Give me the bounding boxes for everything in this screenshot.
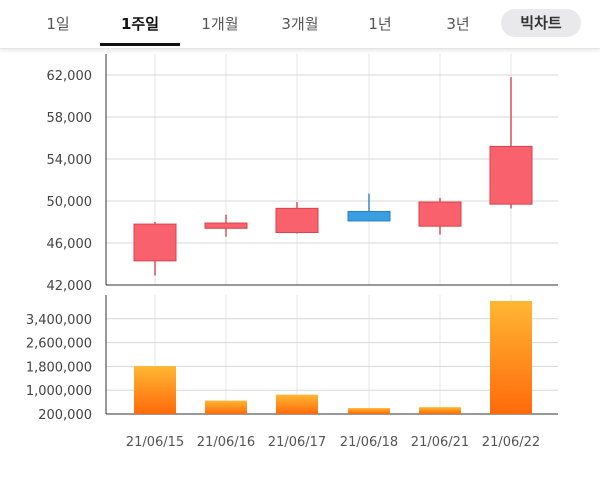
tab-1week-label: 1주일 — [120, 15, 160, 33]
x-tick-label: 21/06/15 — [126, 435, 184, 450]
volume-bar — [205, 400, 247, 414]
price-y-tick-label: 58,000 — [47, 111, 93, 126]
active-tab-underline — [100, 43, 180, 46]
volume-y-tick-label: 2,600,000 — [26, 337, 92, 352]
price-y-tick-label: 46,000 — [47, 237, 93, 252]
x-tick-label: 21/06/18 — [340, 435, 398, 450]
candle-body — [133, 223, 177, 262]
candle-body — [347, 211, 391, 222]
volume-bar — [348, 408, 390, 414]
x-axis-labels: 21/06/15 21/06/16 21/06/17 21/06/18 21/06/21… — [126, 435, 540, 450]
x-tick-label: 21/06/22 — [482, 435, 540, 450]
price-y-tick-label: 50,000 — [47, 195, 93, 210]
tab-3month[interactable]: 3개월 — [281, 15, 319, 33]
candle-body — [418, 201, 462, 227]
tab-1day[interactable]: 1일 — [46, 15, 70, 33]
price-y-tick-label: 62,000 — [47, 69, 93, 84]
x-tick-label: 21/06/16 — [197, 435, 255, 450]
price-panel: 62,000 58,000 54,000 50,000 46,000 42,000 — [47, 54, 558, 294]
volume-y-tick-label: 200,000 — [38, 408, 92, 423]
volume-bar — [276, 394, 318, 414]
tab-1week[interactable]: 1주일 — [100, 0, 180, 46]
period-tab-bar: 1일 1주일 1개월 3개월 1년 3년 빅차트 — [0, 0, 600, 49]
price-y-tick-label: 54,000 — [47, 153, 93, 168]
volume-y-tick-label: 1,800,000 — [26, 360, 92, 375]
volume-y-tick-label: 3,400,000 — [26, 313, 92, 328]
candle-body — [275, 207, 319, 234]
x-tick-label: 21/06/17 — [268, 435, 326, 450]
big-chart-button[interactable]: 빅차트 — [501, 9, 581, 37]
tab-1year[interactable]: 1년 — [368, 15, 392, 33]
volume-bar — [419, 407, 461, 414]
volume-panel: 3,400,000 2,600,000 1,800,000 1,000,000 200,… — [26, 295, 558, 423]
volume-bar — [490, 300, 532, 414]
tab-1month[interactable]: 1개월 — [201, 15, 239, 33]
tab-3year[interactable]: 3년 — [446, 15, 470, 33]
stock-chart: 62,000 58,000 54,000 50,000 46,000 42,000 3,4… — [26, 54, 558, 450]
volume-y-tick-label: 1,000,000 — [26, 384, 92, 399]
x-tick-label: 21/06/21 — [411, 435, 469, 450]
volume-bar — [134, 366, 176, 414]
candle-body — [489, 145, 533, 205]
price-y-tick-label: 42,000 — [47, 279, 93, 294]
candle-body — [204, 222, 248, 229]
